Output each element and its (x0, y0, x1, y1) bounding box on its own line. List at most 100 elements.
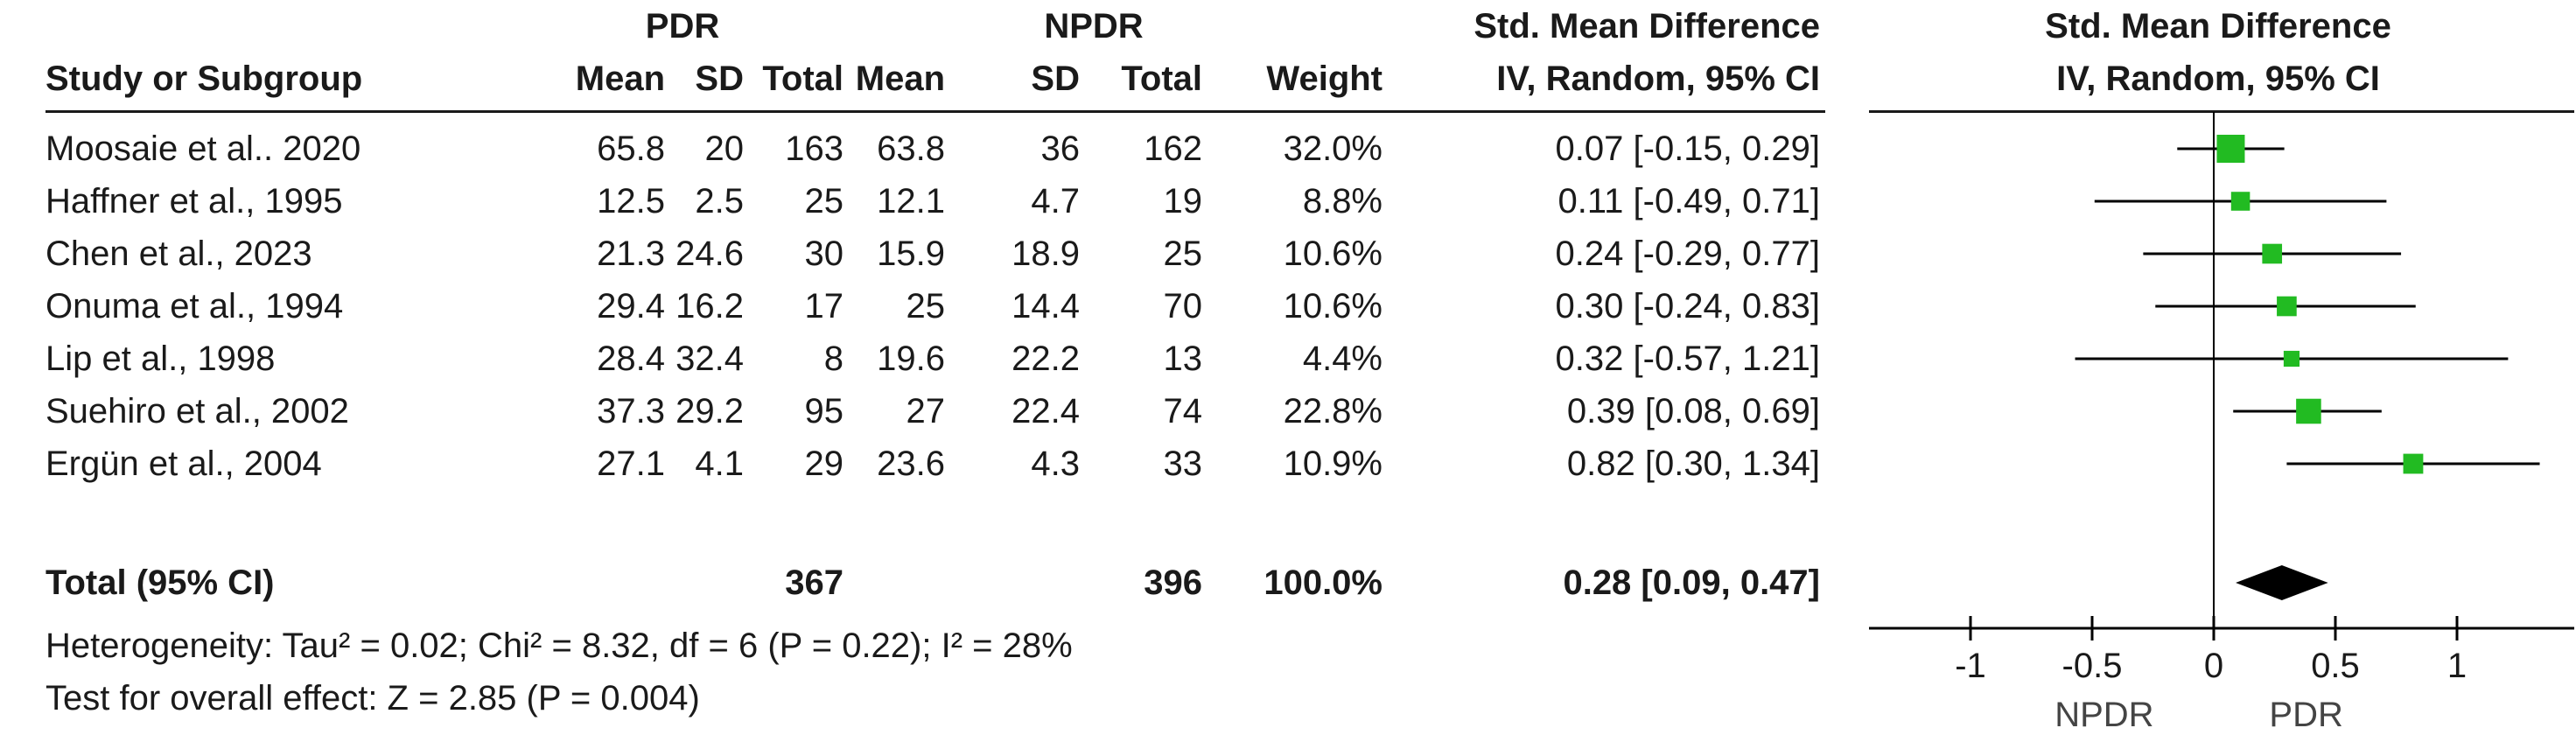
row-4-study: Lip et al., 1998 (46, 340, 276, 378)
row-0-mean2: 63.8 (877, 130, 945, 168)
row-3-total2: 70 (1163, 287, 1203, 326)
total-weight: 100.0% (1264, 564, 1382, 602)
point-marker-0 (2216, 135, 2245, 163)
row-3-sd2: 14.4 (1012, 287, 1080, 326)
row-4-mean1: 28.4 (597, 340, 665, 378)
row-3-total1: 17 (804, 287, 844, 326)
x-tick-label-1: -0.5 (2062, 647, 2123, 685)
row-4-ci: 0.32 [-0.57, 1.21] (1555, 340, 1820, 378)
row-1-total1: 25 (804, 182, 844, 220)
study-column-header: Study or Subgroup (46, 60, 363, 98)
row-3-weight: 10.6% (1283, 287, 1382, 326)
row-1-sd1: 2.5 (695, 182, 744, 220)
point-marker-4 (2283, 350, 2300, 368)
weight-header: Weight (1266, 60, 1382, 98)
npdr-mean-header: Mean (855, 60, 945, 98)
row-5-sd1: 29.2 (676, 392, 744, 430)
pooled-diamond (2236, 565, 2328, 600)
x-tick-label-0: -1 (1955, 647, 1986, 685)
row-6-total1: 29 (804, 444, 844, 483)
group2-header: NPDR (1044, 7, 1144, 46)
row-6-ci: 0.82 [0.30, 1.34] (1566, 444, 1820, 483)
row-6-total2: 33 (1163, 444, 1203, 483)
row-6-study: Ergün et al., 2004 (46, 444, 322, 483)
row-4-sd1: 32.4 (676, 340, 744, 378)
row-2-sd2: 18.9 (1012, 234, 1080, 273)
row-0-mean1: 65.8 (597, 130, 665, 168)
row-2-weight: 10.6% (1283, 234, 1382, 273)
row-4-total1: 8 (823, 340, 844, 378)
pdr-total-header: Total (762, 60, 844, 98)
row-3-study: Onuma et al., 1994 (46, 287, 344, 326)
row-4-sd2: 22.2 (1012, 340, 1080, 378)
x-tick-label-4: 1 (2447, 647, 2467, 685)
header-rule-right (1869, 110, 2574, 113)
npdr-total-header: Total (1121, 60, 1202, 98)
point-marker-1 (2230, 192, 2250, 211)
row-5-mean2: 27 (906, 392, 946, 430)
row-4-mean2: 19.6 (877, 340, 945, 378)
row-2-ci: 0.24 [-0.29, 0.77] (1555, 234, 1820, 273)
plot-subtitle: IV, Random, 95% CI (2056, 60, 2380, 98)
row-2-mean2: 15.9 (877, 234, 945, 273)
row-0-sd1: 20 (704, 130, 745, 168)
row-0-study: Moosaie et al.. 2020 (46, 130, 361, 168)
row-2-sd1: 24.6 (676, 234, 744, 273)
smd-column-title: Std. Mean Difference (1474, 7, 1820, 46)
row-4-weight: 4.4% (1302, 340, 1382, 378)
x-tick-label-3: 0.5 (2311, 647, 2360, 685)
row-6-sd2: 4.3 (1031, 444, 1080, 483)
x-tick-label-2: 0 (2204, 647, 2223, 685)
row-0-weight: 32.0% (1283, 130, 1382, 168)
row-3-mean2: 25 (906, 287, 946, 326)
row-5-mean1: 37.3 (597, 392, 665, 430)
header-rule-left (46, 110, 1825, 113)
row-5-study: Suehiro et al., 2002 (46, 392, 349, 430)
row-1-mean2: 12.1 (877, 182, 945, 220)
group1-header: PDR (645, 7, 720, 46)
npdr-sd-header: SD (1031, 60, 1080, 98)
row-2-total2: 25 (1163, 234, 1203, 273)
point-marker-3 (2277, 296, 2297, 317)
row-6-mean2: 23.6 (877, 444, 945, 483)
point-marker-5 (2296, 398, 2321, 424)
point-marker-2 (2262, 243, 2283, 264)
total-ci: 0.28 [0.09, 0.47] (1563, 564, 1820, 602)
row-0-ci: 0.07 [-0.15, 0.29] (1555, 130, 1820, 168)
row-5-sd2: 22.4 (1012, 392, 1080, 430)
row-2-mean1: 21.3 (597, 234, 665, 273)
row-1-mean1: 12.5 (597, 182, 665, 220)
point-marker-6 (2403, 453, 2424, 474)
row-6-weight: 10.9% (1283, 444, 1382, 483)
row-6-sd1: 4.1 (695, 444, 744, 483)
row-5-total2: 74 (1163, 392, 1203, 430)
row-0-sd2: 36 (1040, 130, 1081, 168)
row-5-weight: 22.8% (1283, 392, 1382, 430)
row-1-weight: 8.8% (1302, 182, 1382, 220)
overall-effect-text: Test for overall effect: Z = 2.85 (P = 0… (46, 679, 700, 718)
plot-title: Std. Mean Difference (2045, 7, 2391, 46)
pdr-sd-header: SD (695, 60, 744, 98)
row-1-ci: 0.11 [-0.49, 0.71] (1558, 182, 1820, 220)
pdr-mean-header: Mean (575, 60, 665, 98)
row-1-study: Haffner et al., 1995 (46, 182, 343, 220)
row-3-ci: 0.30 [-0.24, 0.83] (1555, 287, 1820, 326)
row-5-total1: 95 (804, 392, 844, 430)
row-6-mean1: 27.1 (597, 444, 665, 483)
favours-right-label: PDR (2269, 696, 2342, 734)
row-1-total2: 19 (1163, 182, 1203, 220)
total-npdr: 396 (1144, 564, 1202, 602)
row-4-total2: 13 (1163, 340, 1203, 378)
total-pdr: 367 (785, 564, 844, 602)
row-1-sd2: 4.7 (1031, 182, 1080, 220)
total-label: Total (95% CI) (46, 564, 275, 602)
smd-ci-header: IV, Random, 95% CI (1496, 60, 1820, 98)
row-3-sd1: 16.2 (676, 287, 744, 326)
row-0-total2: 162 (1144, 130, 1202, 168)
row-2-study: Chen et al., 2023 (46, 234, 312, 273)
row-2-total1: 30 (804, 234, 844, 273)
row-0-total1: 163 (785, 130, 844, 168)
row-3-mean1: 29.4 (597, 287, 665, 326)
row-5-ci: 0.39 [0.08, 0.69] (1566, 392, 1820, 430)
